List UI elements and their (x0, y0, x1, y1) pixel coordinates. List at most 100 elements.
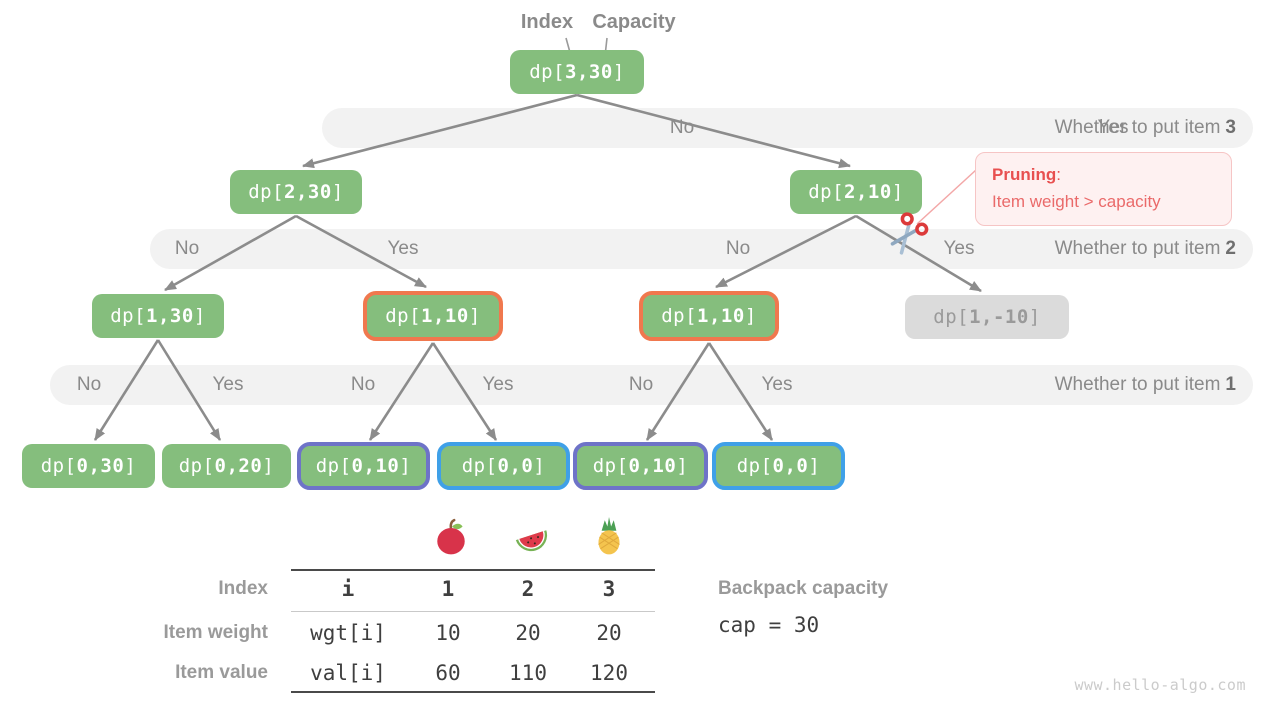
node-text: dp[ (178, 455, 215, 477)
node-dp-1-10-right: dp[1,10] (639, 291, 779, 341)
choice-no: No (76, 374, 102, 395)
watermark: www.hello-algo.com (1074, 676, 1246, 694)
backpack-capacity-value: cap = 30 (718, 613, 820, 637)
decision-band-item-1: No Yes No Yes No Yes Whether to put item… (50, 365, 1253, 405)
node-dp-0-0-left: dp[0,0] (437, 442, 570, 490)
pruning-body: Item weight > capacity (992, 192, 1161, 212)
table-row-label-weight: Item weight (163, 622, 268, 643)
node-text: ] (612, 61, 625, 83)
node-text: dp[ (461, 455, 498, 477)
node-args: 0,10 (351, 455, 400, 477)
node-text: dp[ (736, 455, 773, 477)
band-question: Whether to put item 2 (1055, 238, 1236, 260)
node-text: ] (808, 455, 821, 477)
table-cell: wgt[i] (310, 621, 386, 645)
pruning-title-line: Pruning: (992, 161, 1215, 188)
watermelon-icon (515, 530, 548, 552)
band-question-item: 2 (1225, 238, 1236, 259)
node-text: dp[ (933, 306, 970, 328)
band-question-text: Whether to put item (1054, 238, 1221, 259)
choice-no: No (350, 374, 376, 395)
table-cell: 10 (435, 621, 461, 645)
band-question-text: Whether to put item (1054, 374, 1221, 395)
node-text: ] (124, 455, 137, 477)
choice-yes: Yes (387, 238, 419, 259)
node-dp-1-10-left: dp[1,10] (363, 291, 503, 341)
choice-no: No (669, 117, 695, 138)
node-text: ] (1028, 306, 1041, 328)
table-cell: 60 (435, 661, 461, 685)
table-cell: 120 (590, 661, 628, 685)
node-dp-2-10: dp[2,10] (790, 170, 922, 214)
table-cell: 20 (515, 621, 541, 645)
choice-yes: Yes (482, 374, 514, 395)
band-question: Whether to put item 3 (1055, 117, 1236, 139)
table-rule-middle (291, 611, 655, 612)
node-text: dp[ (315, 455, 352, 477)
index-pointer-label: Index (520, 11, 574, 33)
node-text: ] (533, 455, 546, 477)
node-text: ] (399, 455, 412, 477)
node-text: dp[ (808, 181, 845, 203)
node-dp-1-30: dp[1,30] (92, 294, 224, 338)
node-text: ] (676, 455, 689, 477)
node-text: ] (331, 181, 344, 203)
node-args: 0,0 (772, 455, 809, 477)
table-rule-bottom (291, 691, 655, 693)
node-dp-1-neg10-pruned: dp[1,-10] (905, 295, 1069, 339)
pineapple-icon (598, 517, 620, 555)
table-cell: i (341, 577, 355, 601)
node-text: ] (468, 305, 481, 327)
decision-band-item-2: No Yes No Yes Whether to put item 2 (150, 229, 1253, 269)
pruning-callout: Pruning: Item weight > capacity (975, 152, 1232, 227)
table-cell: 3 (602, 577, 616, 601)
band-question-item: 3 (1225, 117, 1236, 138)
node-dp-0-30: dp[0,30] (22, 444, 155, 488)
pruning-title: Pruning (992, 165, 1057, 184)
node-text: dp[ (385, 305, 422, 327)
table-cell: 1 (441, 577, 455, 601)
node-text: ] (193, 305, 206, 327)
capacity-pointer-label: Capacity (592, 11, 676, 33)
choice-yes: Yes (212, 374, 244, 395)
node-text: dp[ (110, 305, 147, 327)
scissors-icon (890, 212, 929, 255)
node-text: dp[ (592, 455, 629, 477)
node-text: ] (891, 181, 904, 203)
node-args: 1,-10 (969, 306, 1029, 328)
node-dp-0-10-right: dp[0,10] (573, 442, 708, 490)
band-question: Whether to put item 1 (1055, 374, 1236, 396)
pruning-colon: : (1056, 165, 1061, 184)
node-args: 0,20 (214, 455, 263, 477)
node-args: 1,10 (421, 305, 469, 327)
choice-yes: Yes (1097, 117, 1129, 138)
decision-band-item-3: No Yes Whether to put item 3 (322, 108, 1253, 148)
choice-yes: Yes (761, 374, 793, 395)
backpack-capacity-label: Backpack capacity (718, 578, 889, 599)
node-text: dp[ (40, 455, 77, 477)
choice-no: No (174, 238, 200, 259)
node-dp-0-0-right: dp[0,0] (712, 442, 845, 490)
node-text: dp[ (661, 305, 698, 327)
node-args: 0,10 (628, 455, 677, 477)
node-text: dp[ (529, 61, 566, 83)
node-args: 2,10 (844, 181, 892, 203)
table-rule-top (291, 569, 655, 571)
choice-yes: Yes (943, 238, 975, 259)
choice-no: No (725, 238, 751, 259)
table-row-label-index: Index (218, 578, 268, 599)
node-args: 0,30 (76, 455, 125, 477)
choice-no: No (628, 374, 654, 395)
node-args: 1,30 (146, 305, 194, 327)
apple-icon (437, 518, 465, 555)
node-dp-3-30: dp[3,30] (510, 50, 644, 94)
node-args: 0,0 (497, 455, 534, 477)
node-args: 1,10 (697, 305, 745, 327)
band-question-text: Whether to put item (1054, 117, 1221, 138)
table-cell: 110 (509, 661, 547, 685)
node-text: dp[ (248, 181, 285, 203)
table-row-label-value: Item value (175, 662, 268, 683)
node-text: ] (744, 305, 757, 327)
node-args: 2,30 (284, 181, 332, 203)
table-cell: 2 (521, 577, 535, 601)
